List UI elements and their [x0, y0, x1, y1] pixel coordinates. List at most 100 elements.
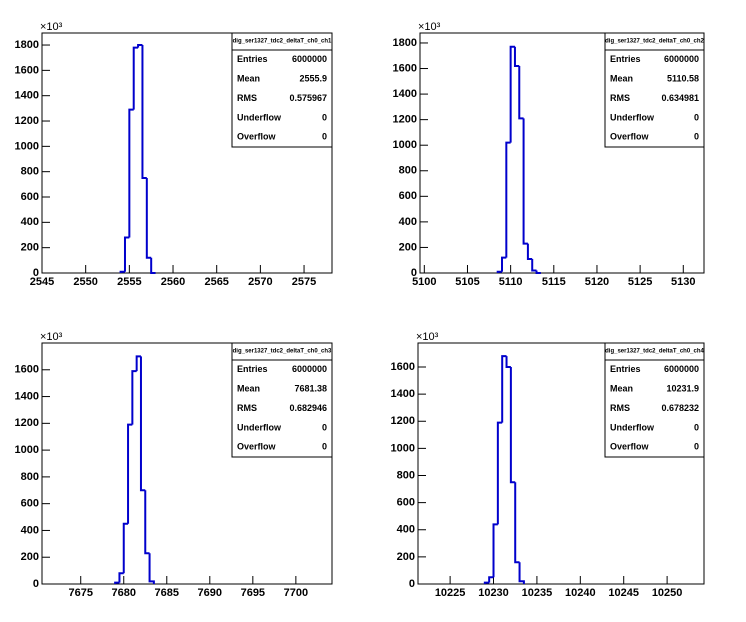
stat-value: 0.575967	[289, 93, 327, 103]
stat-label: RMS	[237, 93, 257, 103]
y-tick-label: 1600	[391, 361, 415, 373]
x-tick-label: 10250	[652, 587, 683, 599]
y-tick-label: 1400	[15, 90, 39, 102]
x-tick-label: 2545	[30, 276, 54, 288]
stat-label: RMS	[237, 403, 257, 413]
histogram-bin	[139, 356, 146, 492]
x-tick-label: 2560	[161, 276, 185, 288]
y-tick-label: 1200	[15, 115, 39, 127]
y-tick-label: 600	[21, 498, 39, 510]
y-tick-label: 0	[411, 267, 417, 279]
stats-title: dig_ser1327_tdc2_deltaT_ch0_ch2	[605, 39, 704, 45]
stat-label: Overflow	[610, 132, 650, 142]
histogram-bin	[509, 45, 515, 143]
y-tick-label: 200	[21, 551, 39, 563]
stat-value: 0	[322, 442, 327, 452]
x-tick-label: 10235	[522, 587, 553, 599]
stat-label: Underflow	[610, 422, 655, 432]
y-tick-label: 1400	[15, 390, 39, 402]
x-tick-label: 5130	[671, 276, 695, 288]
stat-value: 0.682946	[289, 403, 327, 413]
stats-title: dig_ser1327_tdc2_deltaT_ch0_ch4	[605, 349, 704, 355]
histogram-bin	[522, 118, 528, 245]
y-tick-label: 0	[409, 578, 415, 590]
y-tick-label: 1200	[391, 415, 415, 427]
y-exponent: ×10³	[40, 21, 63, 33]
stat-label: Overflow	[237, 132, 277, 142]
y-exponent: ×10³	[40, 331, 63, 343]
x-tick-label: 7675	[68, 587, 92, 599]
y-tick-label: 1400	[391, 388, 415, 400]
stat-value: 0	[694, 442, 699, 452]
histogram-bin	[145, 178, 152, 259]
y-tick-label: 1800	[15, 39, 39, 51]
y-tick-label: 200	[21, 242, 39, 254]
y-tick-label: 600	[21, 191, 39, 203]
stat-label: RMS	[610, 93, 630, 103]
y-tick-label: 400	[397, 524, 415, 536]
y-tick-label: 800	[397, 469, 415, 481]
stat-label: RMS	[610, 403, 630, 413]
stat-label: Entries	[610, 54, 641, 64]
stat-value: 0	[694, 422, 699, 432]
stats-box	[231, 32, 333, 148]
y-tick-label: 1600	[15, 64, 39, 76]
x-tick-label: 10245	[608, 587, 639, 599]
stats-box	[604, 32, 705, 148]
histogram-bin	[535, 270, 541, 274]
histogram-bin	[483, 581, 490, 584]
histogram-bin	[518, 65, 524, 120]
histogram-bin	[128, 108, 134, 238]
y-tick-label: 1200	[393, 114, 417, 126]
stat-label: Entries	[237, 54, 268, 64]
stat-label: Mean	[237, 73, 260, 83]
x-tick-label: 2550	[73, 276, 97, 288]
histogram-bin	[127, 423, 133, 524]
stat-label: Overflow	[610, 442, 650, 452]
stat-label: Underflow	[610, 112, 655, 122]
stat-value: 5110.58	[667, 73, 699, 83]
y-tick-label: 0	[33, 267, 39, 279]
stat-value: 0	[322, 132, 327, 142]
histogram-bin	[488, 576, 494, 583]
histogram-bin	[148, 553, 155, 584]
stats-box	[604, 342, 705, 458]
stat-label: Underflow	[237, 422, 282, 432]
y-exponent: ×10³	[416, 331, 439, 343]
stat-value: 10231.9	[666, 383, 699, 393]
histogram-bin	[144, 490, 150, 555]
x-tick-label: 2555	[117, 276, 141, 288]
stat-value: 6000000	[664, 364, 699, 374]
histogram-bin	[518, 562, 525, 584]
histogram-bin	[505, 141, 511, 258]
y-tick-label: 0	[33, 578, 39, 590]
x-tick-label: 5100	[412, 276, 436, 288]
x-tick-label: 7685	[155, 587, 179, 599]
y-tick-label: 1200	[15, 417, 39, 429]
x-tick-label: 5110	[499, 276, 523, 288]
histogram-bin	[509, 367, 516, 484]
x-tick-label: 10225	[435, 587, 466, 599]
frame	[41, 32, 333, 274]
histogram-bin	[526, 243, 533, 260]
stats-title: dig_ser1327_tdc2_deltaT_ch0_ch3	[233, 349, 332, 355]
x-tick-label: 5105	[455, 276, 479, 288]
y-tick-label: 1000	[391, 442, 415, 454]
y-tick-label: 1600	[393, 62, 417, 74]
histogram-bin	[137, 44, 143, 48]
y-tick-label: 400	[399, 216, 417, 228]
y-tick-label: 1000	[15, 140, 39, 152]
x-tick-label: 2575	[292, 276, 316, 288]
stat-value: 7681.38	[294, 383, 327, 393]
y-tick-label: 1000	[15, 444, 39, 456]
histogram-bin	[513, 46, 520, 67]
x-tick-label: 2565	[204, 276, 228, 288]
histogram-bin	[114, 581, 120, 584]
y-tick-label: 800	[21, 166, 39, 178]
histogram-bin	[496, 421, 503, 525]
frame	[41, 342, 333, 585]
y-tick-label: 1400	[393, 88, 417, 100]
histogram-bin	[132, 46, 139, 110]
x-tick-label: 7700	[284, 587, 308, 599]
histogram-bin	[492, 523, 498, 578]
